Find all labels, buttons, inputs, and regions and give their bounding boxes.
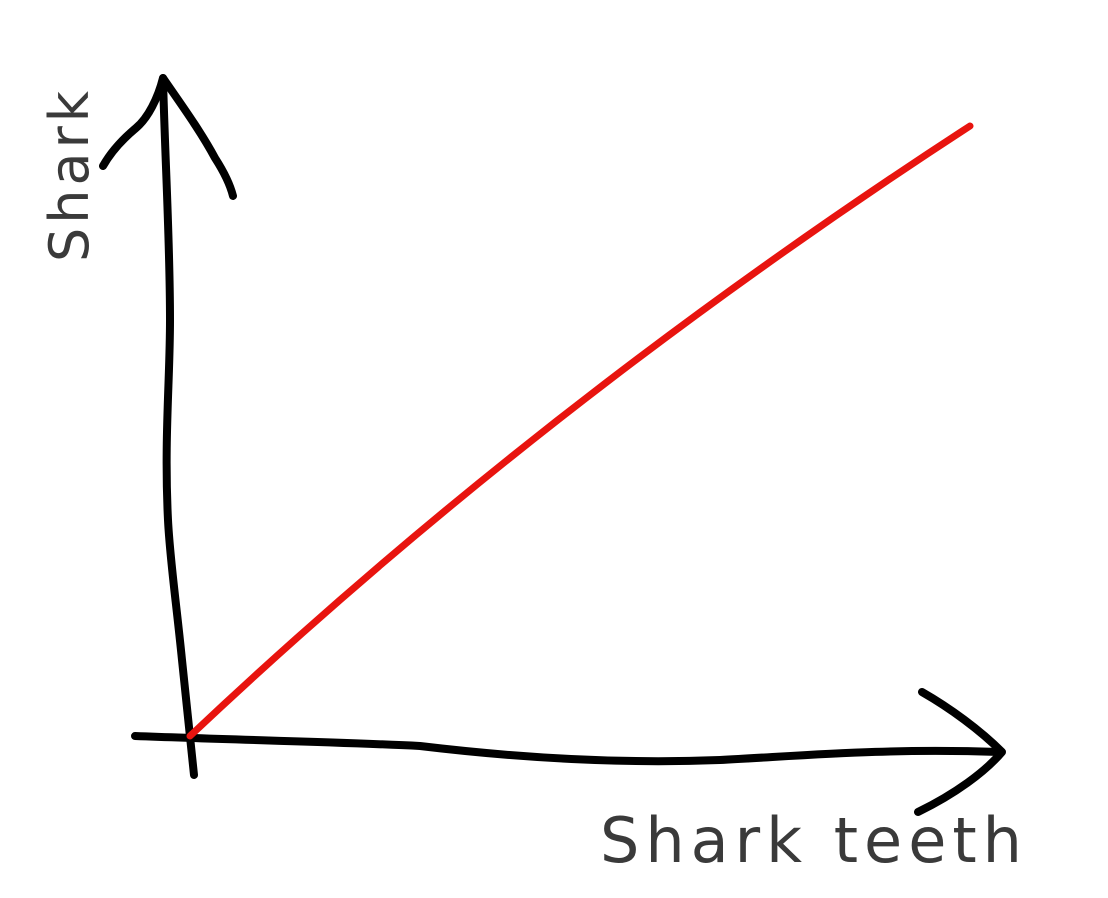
y-axis-line (159, 74, 198, 779)
x-axis (131, 688, 1006, 816)
x-axis-arrowhead (914, 688, 1006, 816)
series-line-0 (186, 122, 974, 740)
y-axis-label: Shark (38, 87, 101, 262)
x-axis-label: Shark teeth (600, 804, 1028, 877)
y-axis-arrowhead (99, 74, 237, 200)
y-axis (99, 74, 237, 779)
x-axis-line (131, 732, 1004, 766)
series-layer (186, 122, 974, 740)
